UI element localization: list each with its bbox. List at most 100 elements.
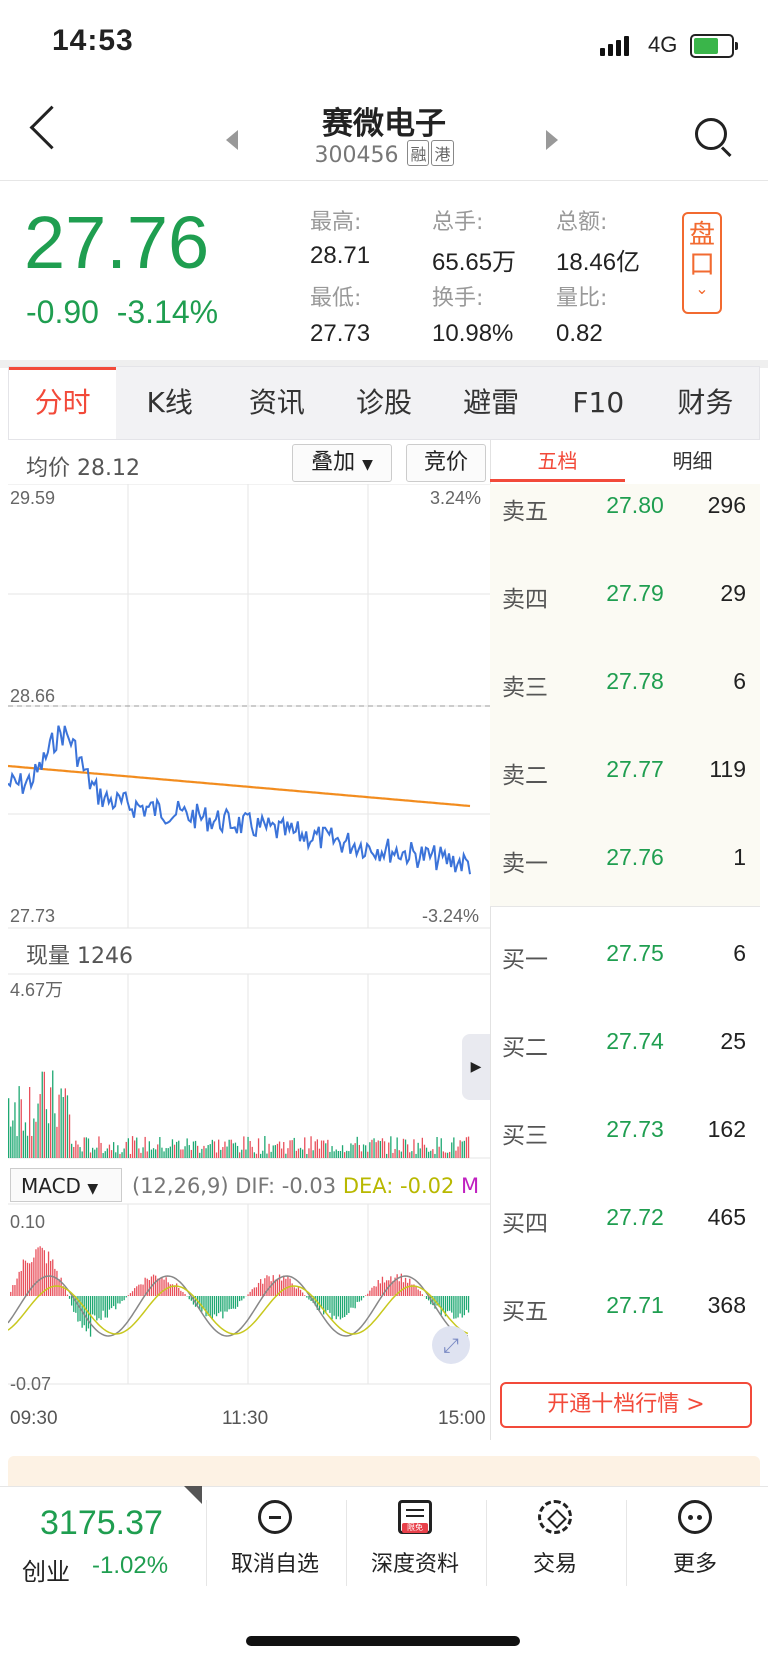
macd-bar — [373, 1286, 374, 1296]
volume-bar — [350, 1143, 351, 1158]
volume-bar — [157, 1144, 158, 1158]
volume-bar — [434, 1154, 435, 1158]
overlay-button[interactable]: 叠加 ▼ — [292, 444, 392, 482]
volume-bar — [256, 1154, 257, 1158]
deep-data-button[interactable]: 限免 深度资料 — [346, 1500, 484, 1578]
volume-bar — [407, 1144, 408, 1158]
volume-bar — [10, 1127, 11, 1158]
volume-bar — [294, 1138, 295, 1158]
ten-level-button[interactable]: 开通十档行情 > — [500, 1382, 752, 1428]
volume-bar — [289, 1140, 290, 1158]
macd-bar — [46, 1263, 47, 1296]
volume-bar — [371, 1140, 372, 1158]
macd-bar — [254, 1288, 255, 1296]
next-stock-icon[interactable] — [546, 130, 558, 150]
macd-bar — [201, 1296, 202, 1312]
stat-value: 10.98% — [432, 320, 513, 348]
macd-dea: DEA: -0.02 — [343, 1174, 455, 1198]
volume-bar — [201, 1149, 202, 1158]
volume-bar — [420, 1148, 421, 1158]
dropdown-arrow-icon: ▼ — [362, 457, 373, 473]
tab-finance[interactable]: 财务 — [652, 367, 759, 439]
macd-bar — [128, 1295, 129, 1296]
expand-panel-icon[interactable]: ▶ — [462, 1034, 490, 1100]
macd-bar — [336, 1296, 337, 1319]
volume-bar — [142, 1147, 143, 1158]
volume-bar — [346, 1151, 347, 1158]
macd-bar — [296, 1289, 297, 1296]
macd-bar — [361, 1296, 362, 1300]
tab-kline[interactable]: K线 — [116, 367, 223, 439]
stat-label: 最高: — [310, 204, 361, 236]
tab-intraday[interactable]: 分时 — [9, 367, 116, 439]
volume-bar — [239, 1152, 240, 1158]
volume-bar — [56, 1127, 57, 1158]
tab-five-levels[interactable]: 五档 — [490, 442, 625, 482]
volume-bar — [321, 1140, 322, 1158]
volume-bar — [136, 1138, 137, 1158]
volume-bar — [399, 1150, 400, 1158]
volume-bar — [52, 1070, 53, 1158]
macd-select[interactable]: MACD ▼ — [10, 1168, 122, 1202]
macd-bar — [33, 1258, 34, 1296]
fullscreen-icon[interactable]: ⤢ — [432, 1326, 470, 1364]
macd-bar — [111, 1296, 112, 1308]
macd-bar — [65, 1289, 66, 1296]
macd-bar — [109, 1296, 110, 1310]
macd-bar — [304, 1295, 305, 1296]
level-name: 买二 — [502, 1028, 548, 1062]
volume-bar — [363, 1144, 364, 1158]
volume-bar — [336, 1149, 337, 1158]
volume-bar — [424, 1145, 425, 1158]
pankou-button[interactable]: 盘 口 ⌄ — [682, 212, 722, 314]
volume-bar — [212, 1140, 213, 1158]
hk-connect-tag: 港 — [431, 140, 453, 166]
macd-bar — [96, 1296, 97, 1320]
stat-value: 0.82 — [556, 320, 603, 348]
tab-f10[interactable]: F10 — [545, 367, 652, 439]
tab-news[interactable]: 资讯 — [223, 367, 330, 439]
trade-button[interactable]: 交易 — [486, 1500, 624, 1578]
change-value: -0.90 — [26, 294, 99, 330]
tab-details[interactable]: 明细 — [625, 442, 760, 482]
stat-value: 18.46亿 — [556, 242, 640, 277]
level-qty: 6 — [733, 668, 746, 695]
pankou-char-2: 口 — [684, 250, 720, 280]
volume-bar — [413, 1139, 414, 1158]
volume-bar — [342, 1145, 343, 1158]
document-icon: 限免 — [398, 1500, 432, 1534]
macd-bar — [252, 1289, 253, 1296]
index-value[interactable]: 3175.37 — [40, 1504, 163, 1543]
tab-risk[interactable]: 避雷 — [438, 367, 545, 439]
volume-bar — [111, 1150, 112, 1158]
tab-diagnosis[interactable]: 诊股 — [330, 367, 437, 439]
volume-bar — [210, 1144, 211, 1158]
volume-bar — [250, 1141, 251, 1158]
more-button[interactable]: 更多 — [626, 1500, 764, 1578]
prev-stock-icon[interactable] — [226, 130, 238, 150]
volume-bar — [302, 1150, 303, 1158]
macd-select-label: MACD — [21, 1174, 81, 1198]
volume-bar — [27, 1136, 28, 1158]
call-auction-button[interactable]: 竞价 — [406, 444, 486, 482]
level-name: 卖五 — [502, 492, 548, 526]
search-icon[interactable] — [695, 118, 727, 150]
stat-label: 量比: — [556, 280, 607, 312]
volume-bar — [277, 1144, 278, 1158]
volume-bar — [441, 1138, 442, 1158]
macd-bar — [67, 1295, 68, 1296]
detail-tabs: 分时 K线 资讯 诊股 避雷 F10 财务 — [8, 366, 760, 440]
macd-bar — [367, 1294, 368, 1296]
remove-watchlist-button[interactable]: 取消自选 — [206, 1500, 344, 1578]
level-price: 27.78 — [580, 668, 690, 695]
macd-bar — [338, 1296, 339, 1316]
volume-bar — [409, 1152, 410, 1158]
volume-bar — [199, 1153, 200, 1158]
macd-bar — [100, 1296, 101, 1320]
network-label: 4G — [648, 32, 677, 58]
volume-bar — [46, 1109, 47, 1158]
volume-bar — [237, 1146, 238, 1158]
notice-banner[interactable] — [8, 1456, 760, 1486]
